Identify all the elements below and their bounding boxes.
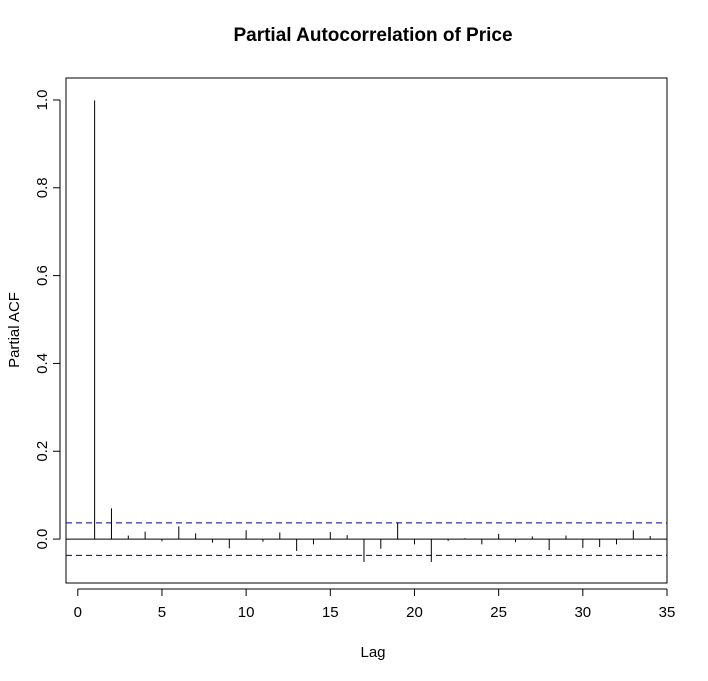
y-axis: 0.0 0.2 0.4 0.6 0.8 1.0 bbox=[34, 90, 61, 550]
x-tick-label: 20 bbox=[406, 604, 423, 621]
y-tick-label: 0.0 bbox=[34, 529, 51, 550]
x-tick-label: 35 bbox=[659, 604, 676, 621]
y-tick-label: 0.8 bbox=[34, 177, 51, 198]
x-axis-label: Lag bbox=[360, 644, 385, 661]
y-axis-label: Partial ACF bbox=[6, 292, 23, 368]
pacf-bars bbox=[94, 100, 651, 562]
y-tick-label: 0.2 bbox=[34, 441, 51, 462]
x-tick-label: 30 bbox=[574, 604, 591, 621]
x-tick-label: 10 bbox=[238, 604, 255, 621]
x-tick-label: 0 bbox=[74, 604, 82, 621]
x-tick-label: 25 bbox=[490, 604, 507, 621]
y-tick-label: 0.6 bbox=[34, 265, 51, 286]
plot-frame bbox=[65, 77, 668, 584]
y-tick-label: 0.4 bbox=[34, 353, 51, 374]
confidence-bounds bbox=[66, 522, 667, 556]
x-axis: 0 5 10 15 20 25 30 35 bbox=[74, 588, 676, 621]
x-tick-label: 15 bbox=[322, 604, 339, 621]
chart-title: Partial Autocorrelation of Price bbox=[233, 25, 512, 46]
y-tick-label: 1.0 bbox=[34, 90, 51, 111]
x-tick-label: 5 bbox=[158, 604, 166, 621]
